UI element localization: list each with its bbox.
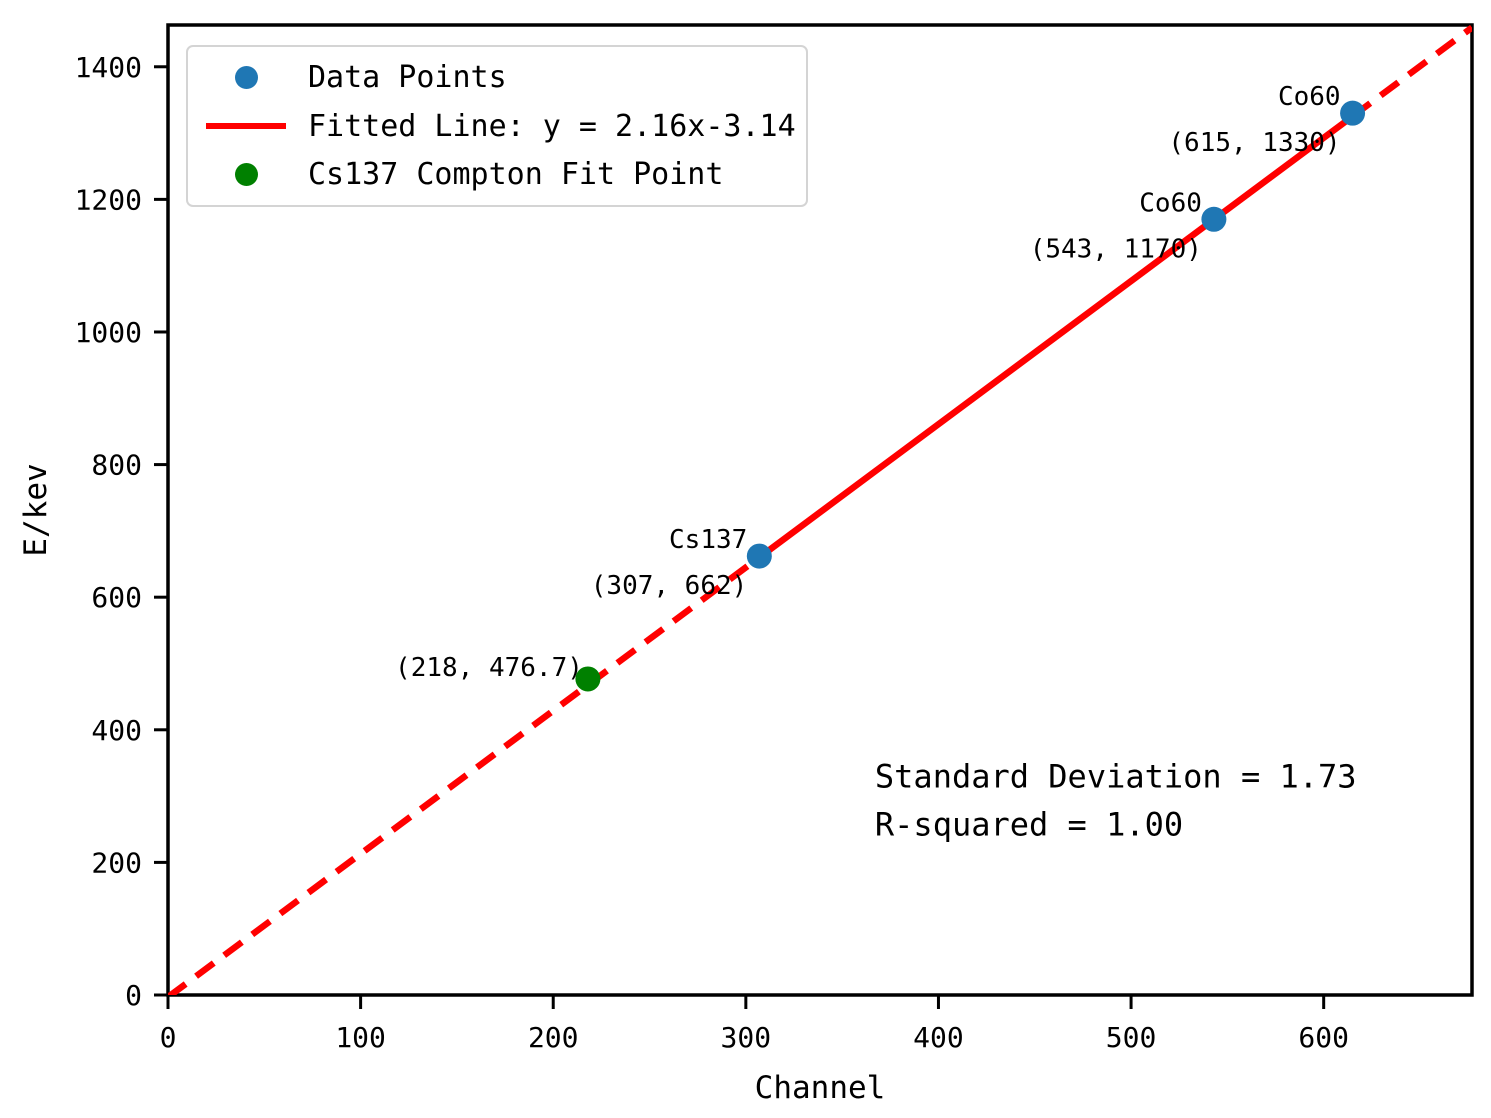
data-points-marker-icon xyxy=(202,66,290,90)
y-tick-label: 1200 xyxy=(75,183,142,216)
x-tick-label: 400 xyxy=(913,1021,964,1054)
point-annotation-line: (307, 662) xyxy=(591,571,748,601)
x-axis-label: Channel xyxy=(755,1070,886,1106)
fitted-line-dashed-segment xyxy=(1350,25,1472,119)
point-annotation-line: (218, 476.7) xyxy=(395,653,583,683)
data-point xyxy=(1201,206,1227,232)
stats-text-line: R-squared = 1.00 xyxy=(875,806,1183,844)
y-axis-label: E/kev xyxy=(18,463,54,556)
point-annotation-line: (543, 1170) xyxy=(1030,234,1202,264)
point-annotation-line: Co60 xyxy=(1278,82,1341,112)
fitted-line-layer xyxy=(168,25,1472,995)
point-annotation-line: Co60 xyxy=(1139,188,1202,218)
point-annotation-line: (615, 1330) xyxy=(1168,128,1340,158)
x-tick-label: 100 xyxy=(335,1021,386,1054)
y-tick-label: 800 xyxy=(91,449,142,482)
x-tick-label: 200 xyxy=(528,1021,579,1054)
y-tick-label: 600 xyxy=(91,581,142,614)
legend-label-fitted-line: Fitted Line: y = 2.16x-3.14 xyxy=(308,108,796,144)
y-tick-label: 0 xyxy=(125,979,142,1012)
y-tick-label: 200 xyxy=(91,846,142,879)
legend: Data Points Fitted Line: y = 2.16x-3.14 … xyxy=(186,45,808,207)
fitted-line-marker-icon xyxy=(202,123,290,129)
fitted-line-dashed-segment xyxy=(168,554,762,995)
x-tick-label: 600 xyxy=(1298,1021,1349,1054)
legend-label-data-points: Data Points xyxy=(308,60,507,96)
compton-point-marker-icon xyxy=(202,162,290,186)
legend-item-data-points: Data Points xyxy=(202,60,806,95)
y-tick-label: 400 xyxy=(91,714,142,747)
point-annotation-line: Cs137 xyxy=(669,525,747,555)
x-tick-label: 500 xyxy=(1106,1021,1157,1054)
legend-item-fitted-line: Fitted Line: y = 2.16x-3.14 xyxy=(202,109,806,144)
legend-label-compton-fit-point: Cs137 Compton Fit Point xyxy=(308,156,724,192)
x-tick-label: 300 xyxy=(721,1021,772,1054)
y-tick-label: 1400 xyxy=(75,51,142,84)
y-tick-label: 1000 xyxy=(75,316,142,349)
stats-text-line: Standard Deviation = 1.73 xyxy=(875,758,1357,796)
annotations-layer: Co60 (615, 1330) Co60 (543, 1170) Cs137 (307,… xyxy=(395,82,1356,843)
compton-fit-point xyxy=(575,666,601,692)
fitted-line-solid-segment xyxy=(757,113,1355,561)
data-points-layer xyxy=(575,100,1366,692)
plot-border xyxy=(166,23,1474,997)
data-point xyxy=(746,543,772,569)
x-tick-label: 0 xyxy=(160,1021,177,1054)
data-point xyxy=(1340,100,1366,126)
tick-layer: 0 100 200 300 400 500 600 0 200 400 600 800 1000 1200… xyxy=(75,51,1349,1054)
legend-item-compton-fit-point: Cs137 Compton Fit Point xyxy=(202,157,806,192)
